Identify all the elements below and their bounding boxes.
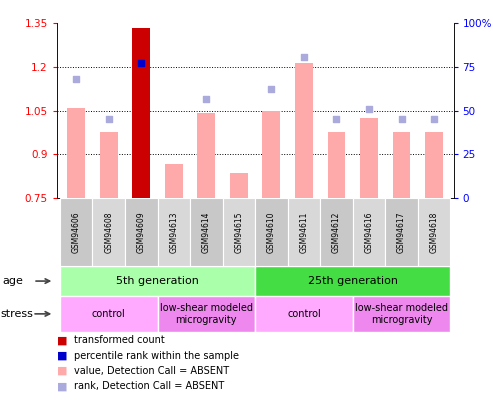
Bar: [60, 266, 255, 296]
Bar: [295, 63, 313, 198]
Text: control: control: [92, 309, 126, 319]
Bar: [197, 113, 215, 198]
Bar: [60, 296, 158, 332]
Text: transformed count: transformed count: [74, 335, 165, 345]
Bar: [165, 164, 183, 198]
Bar: [230, 173, 248, 198]
Text: control: control: [287, 309, 321, 319]
Text: GSM94614: GSM94614: [202, 211, 211, 253]
Text: GSM94617: GSM94617: [397, 211, 406, 253]
Bar: [223, 198, 255, 266]
Point: [72, 75, 80, 82]
Bar: [418, 198, 450, 266]
Bar: [352, 296, 450, 332]
Bar: [60, 198, 93, 266]
Bar: [352, 198, 385, 266]
Text: 5th generation: 5th generation: [116, 276, 199, 286]
Text: ■: ■: [57, 366, 67, 376]
Bar: [385, 198, 418, 266]
Text: age: age: [2, 276, 23, 286]
Text: GSM94610: GSM94610: [267, 211, 276, 253]
Text: ■: ■: [57, 335, 67, 345]
Text: GSM94606: GSM94606: [71, 211, 81, 253]
Point: [365, 106, 373, 112]
Text: GSM94609: GSM94609: [137, 211, 146, 253]
Bar: [125, 198, 158, 266]
Bar: [392, 132, 411, 198]
Text: GSM94616: GSM94616: [364, 211, 374, 253]
Text: stress: stress: [0, 309, 34, 319]
Text: value, Detection Call = ABSENT: value, Detection Call = ABSENT: [74, 366, 229, 376]
Bar: [158, 296, 255, 332]
Point: [203, 96, 211, 102]
Bar: [158, 198, 190, 266]
Bar: [287, 198, 320, 266]
Text: GSM94615: GSM94615: [234, 211, 244, 253]
Point: [332, 116, 340, 123]
Point: [267, 85, 275, 92]
Text: low-shear modeled
microgravity: low-shear modeled microgravity: [355, 303, 448, 325]
Text: ■: ■: [57, 351, 67, 360]
Point: [105, 116, 113, 123]
Text: GSM94608: GSM94608: [104, 211, 113, 253]
Bar: [327, 132, 346, 198]
Bar: [262, 111, 281, 198]
Bar: [255, 198, 287, 266]
Bar: [100, 132, 118, 198]
Bar: [67, 108, 85, 198]
Text: GSM94611: GSM94611: [299, 211, 309, 253]
Bar: [425, 132, 443, 198]
Text: GSM94618: GSM94618: [429, 211, 439, 253]
Text: ■: ■: [57, 382, 67, 391]
Point: [397, 116, 405, 123]
Text: GSM94612: GSM94612: [332, 211, 341, 253]
Bar: [255, 266, 450, 296]
Text: percentile rank within the sample: percentile rank within the sample: [74, 351, 239, 360]
Bar: [255, 296, 352, 332]
Text: 25th generation: 25th generation: [308, 276, 398, 286]
Point: [430, 116, 438, 123]
Text: low-shear modeled
microgravity: low-shear modeled microgravity: [160, 303, 253, 325]
Point: [300, 53, 308, 60]
Bar: [320, 198, 352, 266]
Bar: [132, 28, 150, 198]
Bar: [190, 198, 223, 266]
Text: rank, Detection Call = ABSENT: rank, Detection Call = ABSENT: [74, 382, 224, 391]
Bar: [360, 118, 378, 198]
Bar: [93, 198, 125, 266]
Text: GSM94613: GSM94613: [169, 211, 178, 253]
Point: [138, 60, 145, 66]
